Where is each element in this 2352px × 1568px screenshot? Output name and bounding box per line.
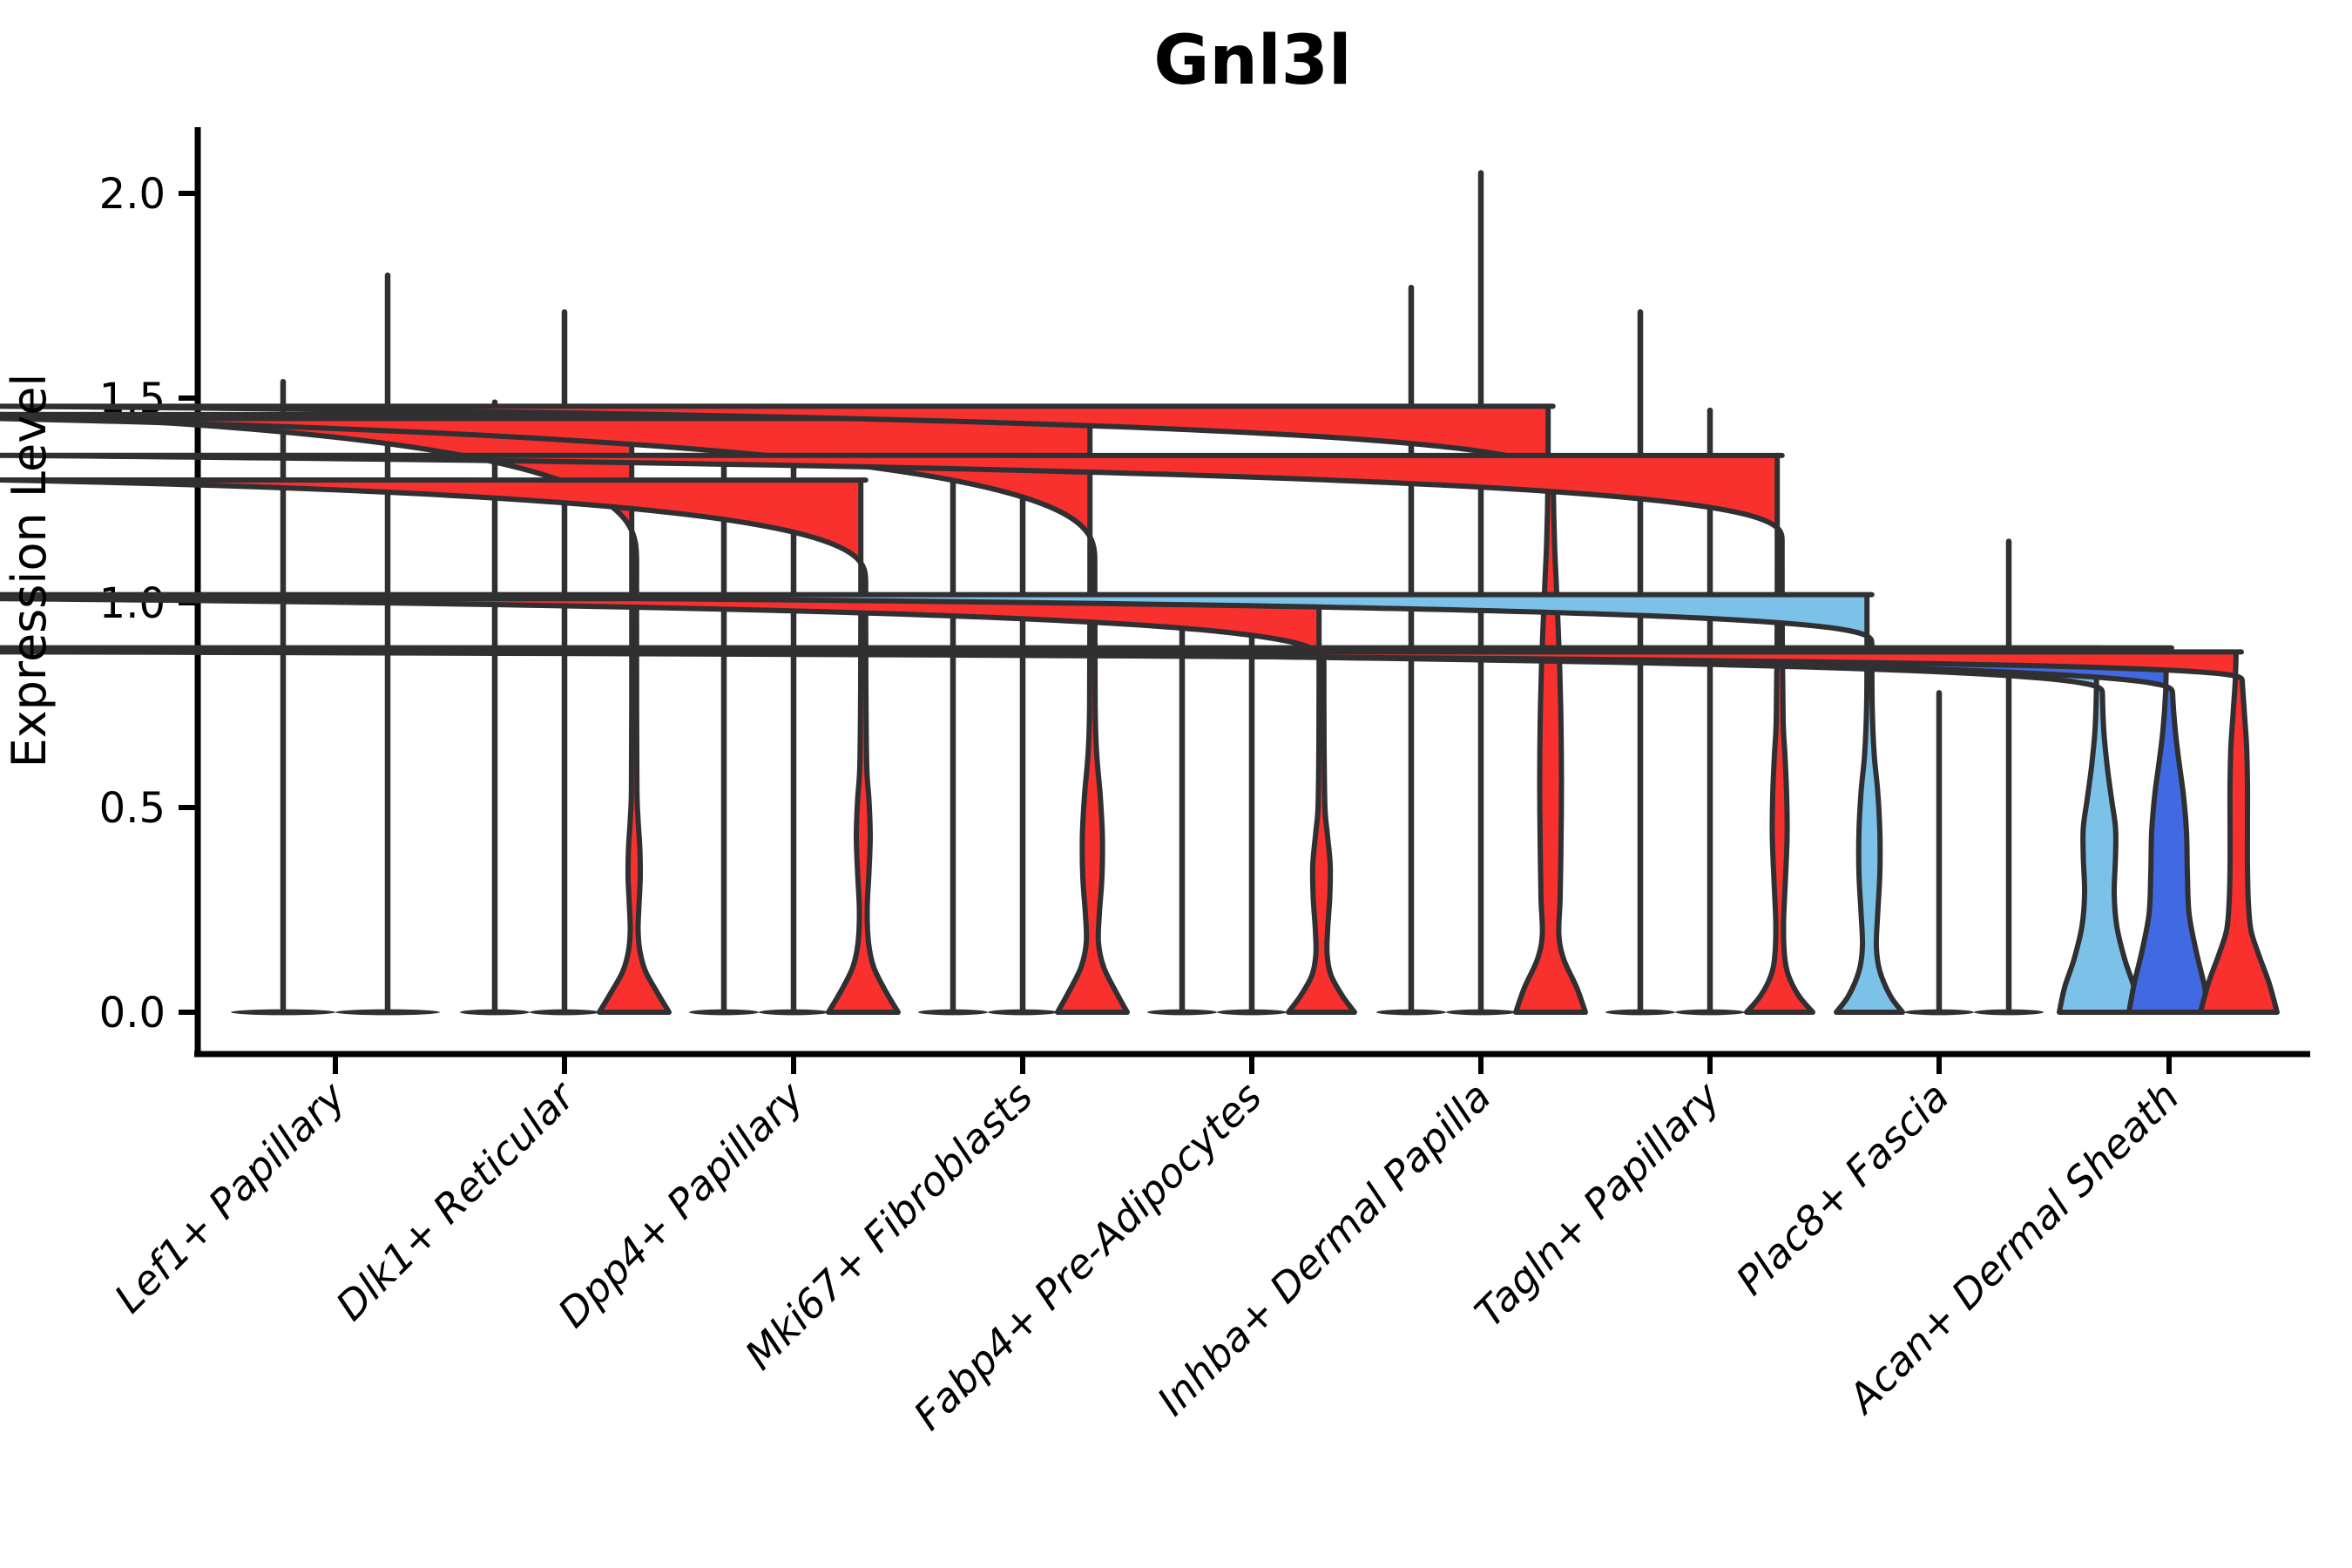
chart-title: Gnl3l (1153, 22, 1351, 100)
y-tick-label: 1.0 (99, 579, 166, 628)
violin-red (0, 416, 1130, 1015)
violin-red (0, 596, 1357, 1015)
y-tick-label: 0.5 (99, 784, 166, 833)
violin-lightblue (0, 591, 1905, 1015)
y-tick-label: 2.0 (99, 170, 166, 219)
y-axis-label: Expression Level (2, 374, 57, 768)
y-tick-label: 0.0 (99, 989, 166, 1037)
violin-red (0, 477, 901, 1015)
violin-red (0, 649, 2280, 1015)
violin-red (0, 403, 1588, 1015)
violin-red (0, 452, 1815, 1015)
violin-red (0, 411, 672, 1015)
